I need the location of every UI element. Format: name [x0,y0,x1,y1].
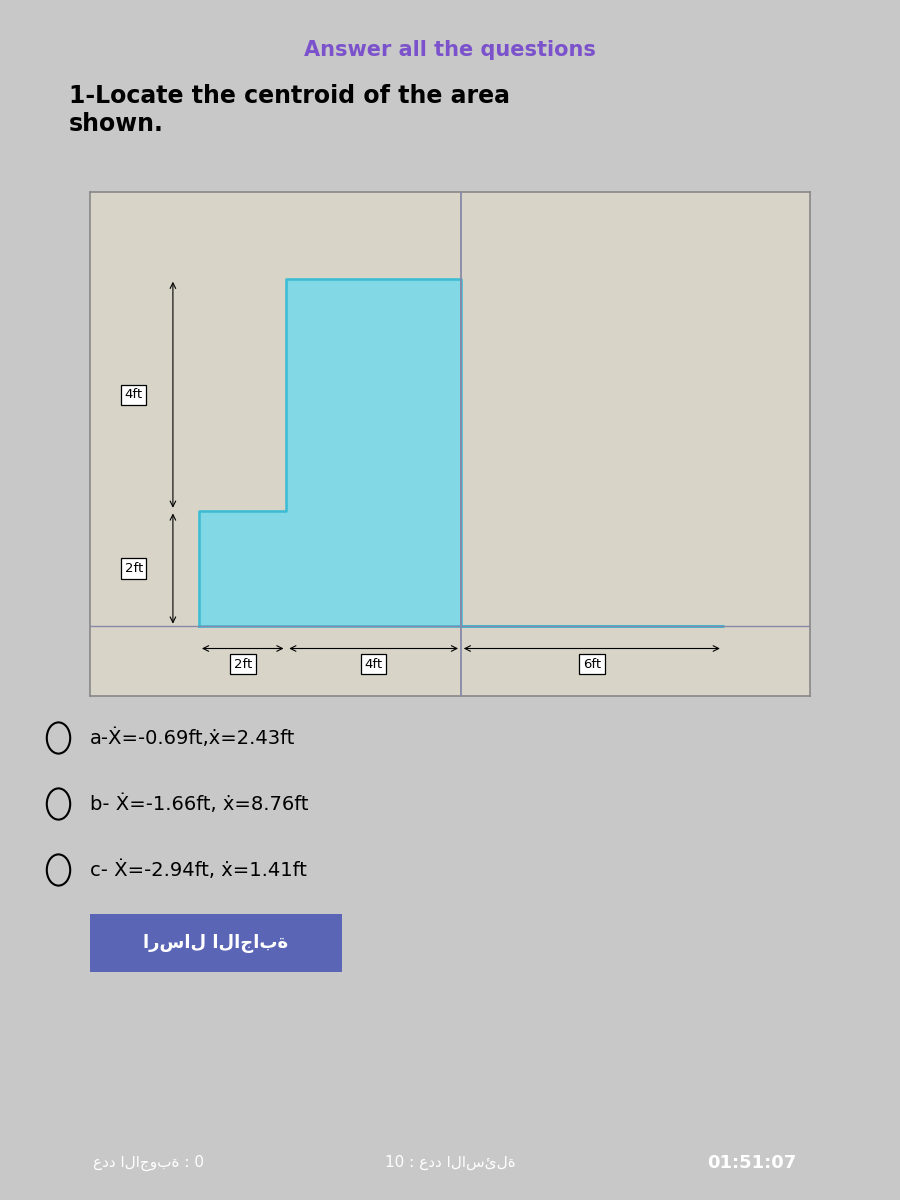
Text: 2ft: 2ft [234,658,252,671]
Text: 4ft: 4ft [124,389,143,401]
Text: a-Ẋ=-0.69ft,ẋ=2.43ft: a-Ẋ=-0.69ft,ẋ=2.43ft [90,728,295,748]
Text: عدد الاجوبة : 0: عدد الاجوبة : 0 [93,1154,204,1171]
Text: b- Ẋ=-1.66ft, ẋ=8.76ft: b- Ẋ=-1.66ft, ẋ=8.76ft [90,794,309,814]
Text: 2ft: 2ft [124,562,143,575]
Text: 10 : عدد الاسئلة: 10 : عدد الاسئلة [384,1156,516,1170]
Text: 01:51:07: 01:51:07 [706,1154,796,1171]
Text: Answer all the questions: Answer all the questions [304,40,596,60]
Text: ارسال الاجابة: ارسال الاجابة [143,934,289,953]
Text: 4ft: 4ft [364,658,382,671]
Text: 1-Locate the centroid of the area
shown.: 1-Locate the centroid of the area shown. [69,84,510,136]
Text: 6ft: 6ft [583,658,601,671]
Polygon shape [199,278,723,626]
FancyBboxPatch shape [75,911,357,976]
Text: c- Ẋ=-2.94ft, ẋ=1.41ft: c- Ẋ=-2.94ft, ẋ=1.41ft [90,860,307,880]
